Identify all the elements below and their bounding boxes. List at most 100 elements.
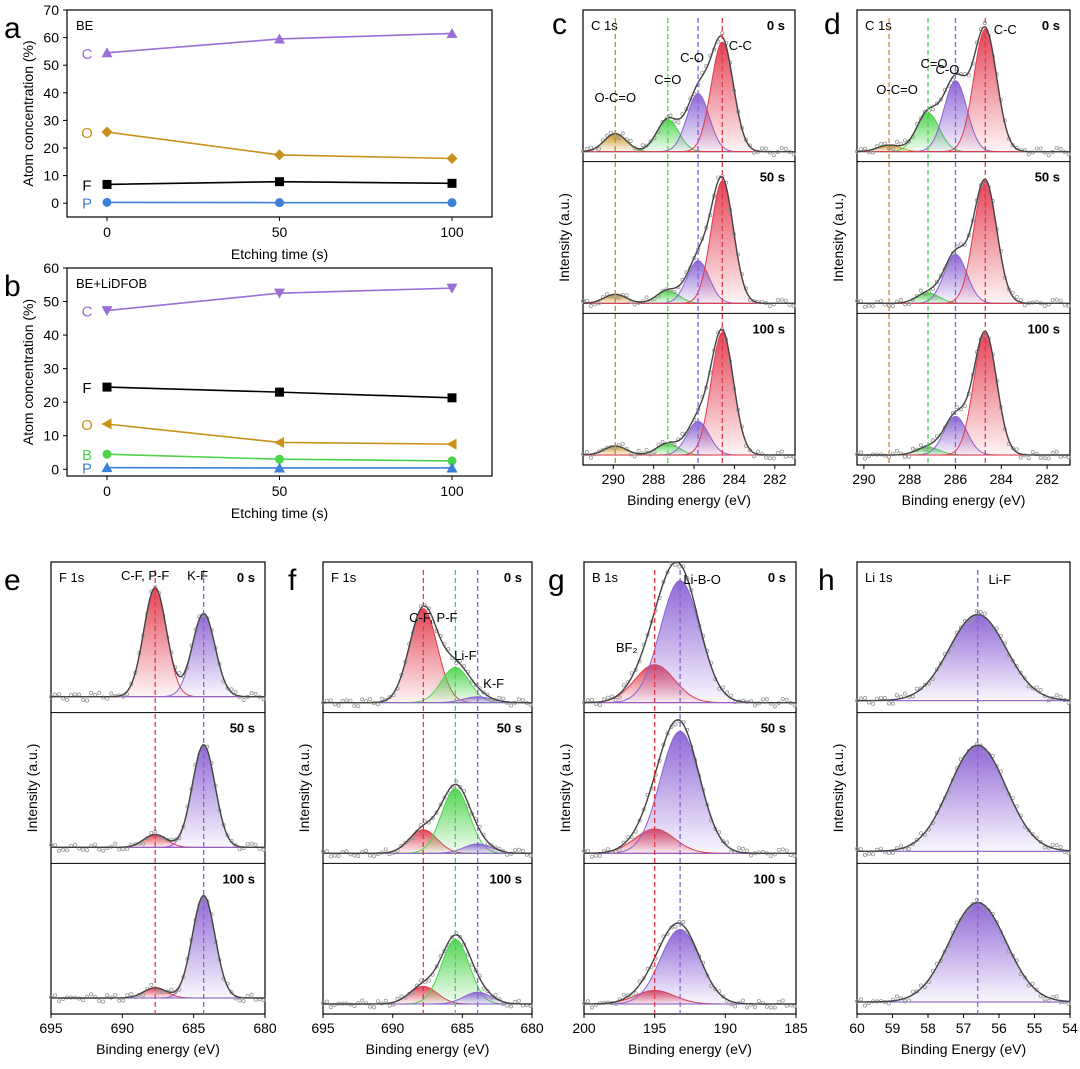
raw-data-point	[862, 852, 867, 857]
raw-data-point	[862, 696, 867, 701]
raw-data-point	[755, 449, 760, 454]
raw-data-point	[756, 850, 761, 855]
raw-data-point	[792, 853, 797, 858]
raw-data-point	[434, 964, 439, 969]
spectrum-1	[582, 719, 797, 859]
raw-data-point	[241, 698, 246, 703]
raw-data-point	[966, 620, 971, 625]
raw-data-point	[93, 842, 98, 847]
raw-data-point	[1030, 300, 1035, 305]
data-point	[446, 27, 458, 38]
spectrum-1	[320, 779, 533, 859]
y-tick-label: 0	[51, 195, 59, 211]
raw-data-point	[375, 999, 380, 1004]
series-O: O	[81, 125, 458, 164]
raw-data-point	[756, 998, 761, 1003]
series-label: P	[82, 461, 92, 478]
raw-data-point	[344, 698, 349, 703]
raw-data-point	[886, 701, 891, 706]
raw-data-point	[1030, 981, 1035, 986]
raw-data-point	[1026, 456, 1031, 461]
raw-data-point	[513, 848, 518, 853]
raw-data-point	[129, 992, 134, 997]
envelope-line	[51, 587, 266, 698]
raw-data-point	[352, 1003, 357, 1008]
raw-data-point	[982, 907, 987, 912]
plot-frame	[50, 561, 266, 1015]
raw-data-point	[1026, 983, 1031, 988]
raw-data-point	[954, 405, 959, 410]
data-point	[102, 382, 112, 392]
raw-data-point	[581, 298, 586, 303]
raw-data-point	[633, 991, 638, 996]
raw-data-point	[870, 852, 875, 857]
y-tick-label: 20	[43, 394, 59, 410]
raw-data-point	[1014, 294, 1019, 299]
x-axis-label: Etching time (s)	[231, 505, 328, 521]
raw-data-point	[520, 698, 525, 703]
data-point	[275, 198, 284, 208]
raw-data-point	[121, 847, 126, 852]
panel-letter: f	[288, 564, 297, 597]
raw-data-point	[775, 298, 780, 303]
raw-data-point	[890, 851, 895, 856]
series-F: F	[82, 380, 457, 403]
y-axis-label: Intensity (a.u.)	[24, 744, 40, 833]
x-axis-label: Binding energy (eV)	[96, 1041, 220, 1057]
raw-data-point	[458, 658, 463, 663]
x-tick-label: 690	[381, 1020, 405, 1036]
x-tick-label: 100	[440, 483, 464, 499]
raw-data-point	[1066, 152, 1071, 157]
panel-e: e 695 690 685 680 Binding energy (eV) Intensit…	[4, 561, 277, 1057]
envelope-line	[583, 561, 796, 704]
raw-data-point	[954, 69, 959, 74]
raw-data-point	[141, 992, 146, 997]
time-label: 0 s	[767, 18, 785, 33]
panel-b: b 0 10 20 30 40 50 60 0 50 100 Etching time (s) Atom…	[4, 260, 493, 521]
peak-label: C-F, P-F	[409, 610, 457, 625]
raw-data-point	[866, 303, 871, 308]
raw-data-point	[780, 696, 785, 701]
raw-data-point	[458, 934, 463, 939]
raw-data-point	[784, 697, 789, 702]
raw-data-point	[673, 924, 678, 929]
peak-label: C=O	[920, 56, 947, 71]
raw-data-point	[1022, 303, 1027, 308]
raw-data-point	[764, 697, 769, 702]
raw-data-point	[597, 853, 602, 858]
raw-data-point	[113, 841, 118, 846]
raw-data-point	[616, 136, 621, 141]
raw-data-point	[768, 1005, 773, 1010]
y-axis-label: Intensity (a.u.)	[556, 193, 572, 282]
envelope-line	[857, 330, 1070, 456]
time-label: 100 s	[752, 321, 785, 336]
raw-data-point	[930, 107, 935, 112]
x-tick-label: 200	[572, 1020, 596, 1036]
raw-data-point	[624, 293, 629, 298]
raw-data-point	[729, 693, 734, 698]
raw-data-point	[629, 994, 634, 999]
x-axis-label: Binding energy (eV)	[902, 492, 1026, 508]
y-tick-label: 0	[51, 461, 59, 477]
raw-data-point	[105, 993, 110, 998]
raw-data-point	[585, 999, 590, 1004]
raw-data-point	[906, 998, 911, 1003]
data-point	[101, 126, 113, 138]
time-label: 100 s	[489, 871, 522, 886]
raw-data-point	[906, 454, 911, 459]
y-axis-label: Intensity (a.u.)	[830, 193, 846, 282]
raw-data-point	[681, 920, 686, 925]
peak-label: K-F	[483, 676, 504, 691]
raw-data-point	[677, 564, 682, 569]
x-tick-label: 288	[642, 471, 666, 487]
raw-data-point	[169, 987, 174, 992]
fitted-peak	[583, 730, 796, 854]
spectrum-title: Li 1s	[865, 570, 893, 585]
raw-data-point	[620, 131, 625, 136]
raw-data-point	[588, 455, 593, 460]
x-tick-label: 58	[920, 1020, 936, 1036]
raw-data-point	[324, 999, 329, 1004]
raw-data-point	[918, 983, 923, 988]
x-tick-label: 680	[253, 1020, 277, 1036]
x-tick-label: 56	[991, 1020, 1007, 1036]
